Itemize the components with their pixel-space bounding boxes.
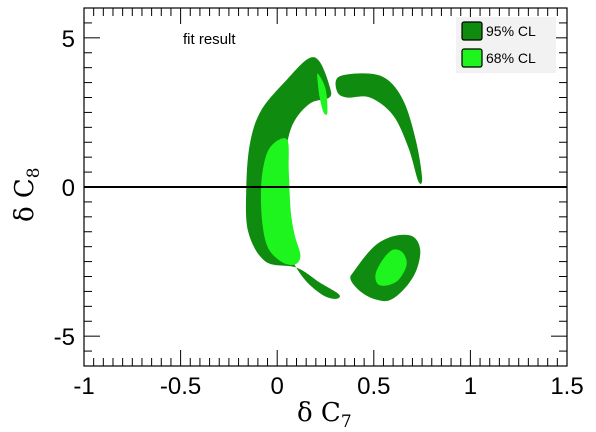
plot-frame <box>83 7 568 367</box>
legend-swatch <box>461 48 483 68</box>
y-tick-label: 5 <box>62 26 75 53</box>
confidence-regions <box>245 57 423 302</box>
legend-swatch <box>461 21 483 41</box>
region-cl68-1 <box>317 73 328 115</box>
legend: 95% CL 68% CL <box>456 17 556 73</box>
x-tick-label: -1 <box>73 373 94 400</box>
legend-label: 95% CL <box>486 23 536 39</box>
fit-result-annotation: fit result <box>183 31 236 48</box>
y-tick-label: -5 <box>54 324 75 351</box>
y-tick-label: 0 <box>62 175 75 202</box>
x-tick-label: 1.5 <box>550 373 583 400</box>
region-cl68-2 <box>260 138 301 265</box>
region-cl95-2 <box>335 73 423 184</box>
tick-labels: -1 -0.5 0 0.5 1 1.5 -5 0 5 <box>54 26 584 400</box>
region-cl68-3 <box>375 249 407 286</box>
x-axis-label: δ C7 <box>297 398 352 432</box>
legend-label: 68% CL <box>486 50 536 66</box>
x-tick-label: 1 <box>464 373 477 400</box>
x-tick-label: 0 <box>271 373 284 400</box>
y-axis-label: δ C8 <box>10 167 44 222</box>
x-tick-label: 0.5 <box>357 373 390 400</box>
x-tick-label: -0.5 <box>160 373 201 400</box>
